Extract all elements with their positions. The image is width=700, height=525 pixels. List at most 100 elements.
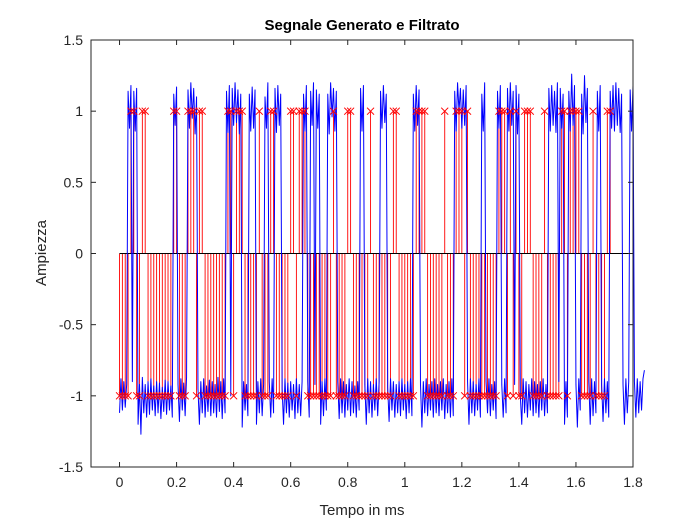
stem-marker bbox=[532, 391, 540, 400]
stem-marker bbox=[229, 391, 238, 400]
stem-marker bbox=[435, 391, 443, 400]
stem-marker bbox=[281, 391, 289, 400]
stem-marker bbox=[589, 107, 597, 116]
stem-marker bbox=[557, 107, 566, 116]
stem-marker bbox=[323, 391, 332, 400]
stem-marker bbox=[298, 107, 306, 116]
stem-marker bbox=[535, 391, 543, 400]
stem-marker bbox=[420, 107, 429, 116]
stem-marker bbox=[389, 107, 398, 116]
stem-marker bbox=[147, 391, 155, 400]
stem-marker bbox=[135, 391, 144, 400]
y-tick-label: -0.5 bbox=[59, 317, 83, 333]
stem-marker bbox=[380, 391, 389, 400]
stem-marker bbox=[224, 107, 232, 116]
y-axis-label: Ampiezza bbox=[33, 219, 50, 286]
stem-marker bbox=[432, 391, 441, 400]
stem-marker bbox=[335, 391, 344, 400]
stem-marker bbox=[492, 391, 500, 400]
stem-marker bbox=[512, 107, 520, 116]
stem-marker bbox=[343, 107, 352, 116]
stem-marker bbox=[201, 391, 209, 400]
x-tick-label: 1.4 bbox=[509, 474, 529, 490]
stem-marker bbox=[563, 391, 572, 400]
stem-marker bbox=[549, 391, 557, 400]
stem-marker bbox=[141, 107, 150, 116]
stem-marker bbox=[480, 391, 489, 400]
stem-marker bbox=[586, 391, 595, 400]
stem-marker bbox=[372, 391, 381, 400]
x-tick-label: 0.6 bbox=[281, 474, 301, 490]
stem-marker bbox=[124, 391, 132, 400]
stem-marker bbox=[503, 391, 512, 400]
stem-marker bbox=[198, 107, 207, 116]
stem-marker bbox=[546, 391, 555, 400]
stem-marker bbox=[449, 391, 458, 400]
stem-marker bbox=[543, 391, 552, 400]
stem-marker bbox=[155, 391, 164, 400]
y-axis-ticks: -1.5 -1 -0.5 0 0.5 1 1.5 bbox=[59, 32, 633, 475]
stem-marker bbox=[306, 391, 315, 400]
stem-marker bbox=[204, 391, 212, 400]
stem-marker bbox=[438, 391, 446, 400]
stem-marker bbox=[398, 391, 406, 400]
stem-marker bbox=[497, 107, 506, 116]
x-tick-label: 1.2 bbox=[452, 474, 472, 490]
stem-marker bbox=[426, 391, 435, 400]
y-tick-label: 1.5 bbox=[64, 32, 84, 48]
stem-marker bbox=[355, 391, 364, 400]
stem-marker bbox=[440, 107, 449, 116]
stem-marker bbox=[520, 107, 529, 116]
stem-marker bbox=[303, 391, 312, 400]
stem-marker bbox=[192, 391, 201, 400]
stem-marker bbox=[403, 391, 412, 400]
stem-marker bbox=[292, 391, 301, 400]
x-tick-label: 0 bbox=[116, 474, 124, 490]
stem-marker bbox=[312, 391, 321, 400]
stem-marker bbox=[269, 107, 278, 116]
stem-marker bbox=[226, 107, 235, 116]
stem-marker bbox=[352, 391, 361, 400]
stem-marker bbox=[232, 107, 241, 116]
stem-marker bbox=[283, 391, 292, 400]
stem-marker bbox=[466, 391, 475, 400]
stem-marker bbox=[186, 107, 195, 116]
stem-marker bbox=[295, 107, 304, 116]
stem-marker bbox=[318, 391, 326, 400]
x-tick-label: 0.2 bbox=[167, 474, 187, 490]
stem-marker bbox=[164, 391, 172, 400]
stem-marker bbox=[238, 107, 247, 116]
stem-marker bbox=[475, 391, 483, 400]
stem-marker bbox=[400, 391, 409, 400]
stem-marker bbox=[423, 391, 432, 400]
stem-marker bbox=[395, 391, 403, 400]
stem-marker bbox=[289, 107, 298, 116]
stem-marker bbox=[592, 391, 600, 400]
stem-marker bbox=[603, 107, 612, 116]
stem-marker bbox=[266, 107, 275, 116]
y-tick-label: 0 bbox=[75, 246, 83, 262]
stem-marker bbox=[560, 107, 569, 116]
stem-marker bbox=[129, 107, 138, 116]
stem-marker bbox=[252, 391, 261, 400]
stem-marker bbox=[321, 391, 329, 400]
stem-marker bbox=[552, 391, 560, 400]
stem-marker bbox=[172, 107, 181, 116]
stem-marker bbox=[184, 107, 192, 116]
stem-marker bbox=[446, 391, 455, 400]
stem-marker bbox=[463, 107, 472, 116]
stem-marker bbox=[577, 391, 586, 400]
stem-marker bbox=[457, 107, 466, 116]
stem-marker bbox=[332, 391, 341, 400]
x-tick-label: 1.8 bbox=[623, 474, 643, 490]
stem-marker bbox=[366, 107, 375, 116]
chart-title: Segnale Generato e Filtrato bbox=[264, 17, 459, 34]
stem-marker bbox=[597, 391, 606, 400]
stem-marker bbox=[515, 391, 523, 400]
stem-marker bbox=[326, 391, 335, 400]
y-tick-label: -1.5 bbox=[59, 459, 83, 475]
stem-marker bbox=[412, 107, 421, 116]
stem-marker bbox=[583, 391, 592, 400]
stem-marker bbox=[529, 391, 538, 400]
stem-marker bbox=[460, 391, 469, 400]
